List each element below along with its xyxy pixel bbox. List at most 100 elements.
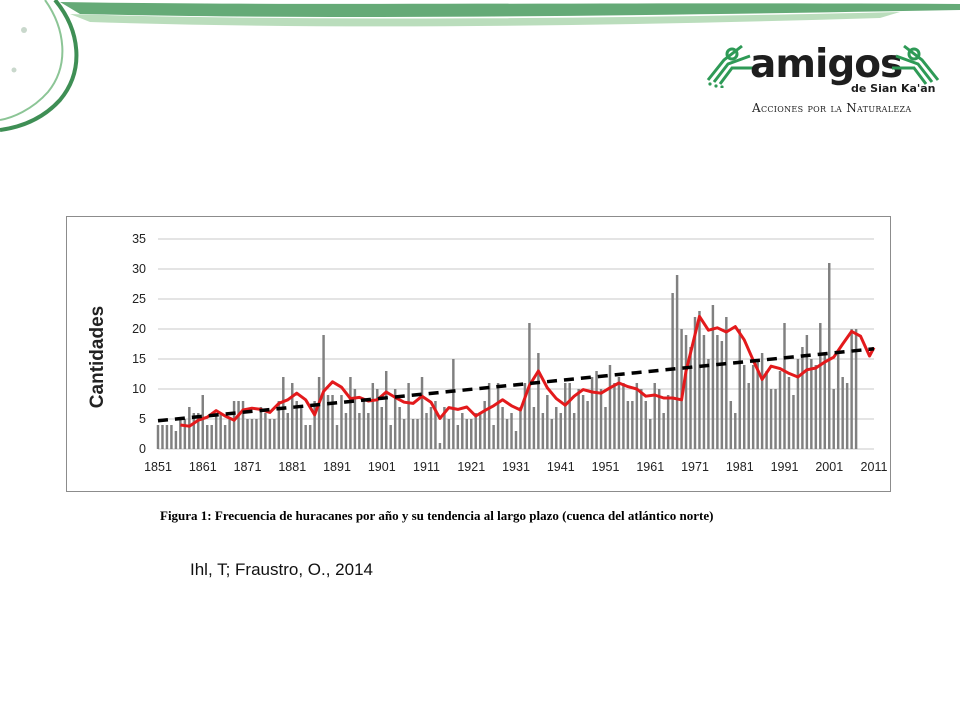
bar: [514, 431, 518, 449]
bar: [255, 419, 258, 449]
bar: [384, 371, 388, 449]
bar: [411, 419, 415, 449]
bar: [546, 395, 549, 449]
bar: [595, 371, 598, 449]
bar: [684, 335, 688, 449]
x-tick-label: 1951: [592, 460, 620, 474]
bar: [689, 347, 692, 449]
bar: [836, 353, 840, 449]
bar: [666, 395, 670, 449]
gridlines: [158, 238, 874, 450]
bar: [631, 401, 634, 449]
bar: [192, 413, 196, 449]
bar: [523, 383, 527, 449]
bar: [197, 413, 200, 449]
bar: [828, 263, 831, 449]
bar: [747, 383, 750, 449]
bar: [680, 329, 683, 449]
bar: [219, 413, 222, 449]
x-axis-ticks: 1851 1861 1871 1881 1891 1901 1911 1921 1931 1941…: [144, 460, 887, 474]
bar: [205, 425, 209, 449]
bar: [590, 377, 594, 449]
left-vine-inner: [0, 0, 64, 121]
bar: [568, 383, 571, 449]
bar: [335, 425, 339, 449]
bar: [801, 347, 804, 449]
bar: [671, 293, 674, 449]
bar: [832, 389, 835, 449]
x-tick-label: 2011: [861, 460, 888, 474]
bar: [716, 335, 719, 449]
y-tick-label: 0: [139, 442, 146, 456]
bar: [425, 413, 428, 449]
bar: [273, 419, 276, 449]
bar: [738, 329, 741, 449]
x-tick-label: 1961: [636, 460, 664, 474]
bar: [259, 407, 263, 449]
bar: [398, 407, 401, 449]
bar: [416, 419, 419, 449]
bar: [308, 425, 312, 449]
bar: [617, 377, 621, 449]
bar: [751, 365, 755, 449]
bar: [604, 407, 607, 449]
bar: [214, 413, 218, 449]
bar: [787, 377, 791, 449]
bar: [438, 443, 442, 449]
y-tick-label: 20: [132, 322, 146, 336]
bar: [537, 353, 540, 449]
bar: [510, 413, 513, 449]
bar: [443, 407, 446, 449]
bar: [156, 425, 160, 449]
bar: [174, 431, 178, 449]
hummingbird-left-icon: [706, 44, 754, 88]
y-tick-label: 30: [132, 262, 146, 276]
bar: [532, 407, 536, 449]
bar: [599, 389, 603, 449]
bar: [291, 383, 294, 449]
bar: [313, 401, 316, 449]
bar: [563, 383, 567, 449]
bar: [429, 407, 433, 449]
bar: [353, 389, 357, 449]
bar: [505, 419, 509, 449]
bar: [572, 413, 576, 449]
y-tick-label: 25: [132, 292, 146, 306]
bar: [371, 383, 375, 449]
bar: [622, 383, 625, 449]
moving-average-line: [180, 314, 876, 428]
x-tick-label: 1881: [278, 460, 306, 474]
bar: [792, 395, 795, 449]
x-tick-label: 1931: [502, 460, 530, 474]
x-tick-label: 2001: [815, 460, 843, 474]
bar: [841, 377, 844, 449]
bar: [693, 317, 697, 449]
bar: [729, 401, 733, 449]
bar: [210, 425, 213, 449]
bar: [465, 419, 469, 449]
bar: [734, 413, 737, 449]
y-axis-ticks: 0 5 10 15 20 25 30 35: [132, 232, 146, 456]
bar: [407, 383, 410, 449]
amigos-de-sian-kaan-logo: amigos de Sian Ka'an Acciones por la Nat…: [700, 40, 945, 120]
bar: [170, 425, 173, 449]
bar: [268, 419, 272, 449]
bar: [649, 419, 652, 449]
x-tick-label: 1851: [144, 460, 172, 474]
x-tick-label: 1911: [413, 460, 440, 474]
bar: [501, 407, 504, 449]
bar: [756, 359, 759, 449]
bar: [653, 383, 656, 449]
x-tick-label: 1891: [323, 460, 351, 474]
bar: [434, 401, 437, 449]
bar: [304, 425, 307, 449]
figure-caption: Figura 1: Frecuencia de huracanes por añ…: [160, 508, 714, 523]
bar: [496, 383, 500, 449]
bar: [478, 413, 482, 449]
bars: [156, 263, 858, 449]
bar: [402, 419, 406, 449]
bar: [769, 389, 773, 449]
logo-subtitle: de Sian Ka'an: [851, 82, 936, 95]
bar: [519, 407, 522, 449]
bar: [662, 413, 665, 449]
